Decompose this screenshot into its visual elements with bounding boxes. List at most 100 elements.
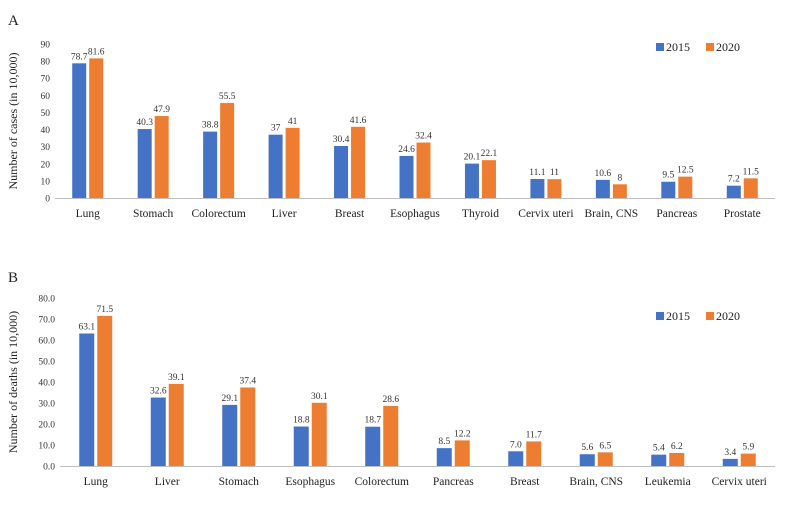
data-label: 12.2 — [454, 429, 471, 439]
y-tick-label: 70 — [41, 75, 51, 85]
bar-2015 — [334, 145, 349, 198]
data-label: 10.6 — [595, 169, 612, 179]
data-label: 38.8 — [202, 121, 219, 131]
bar-2015 — [268, 134, 283, 198]
category-label: Esophagus — [390, 208, 440, 220]
bar-2020 — [678, 176, 693, 198]
category-label: Prostate — [724, 208, 761, 220]
bar-2020 — [740, 453, 756, 466]
bar-2020 — [89, 58, 104, 198]
data-label: 24.6 — [398, 145, 415, 155]
data-label: 11.5 — [743, 167, 760, 177]
data-label: 8 — [617, 173, 622, 183]
y-tick-label: 50.0 — [38, 358, 55, 368]
bar-2015 — [137, 129, 152, 198]
data-label: 41.6 — [350, 116, 367, 126]
legend-swatch-2015 — [656, 43, 664, 51]
y-tick-label: 80.0 — [38, 295, 55, 305]
category-label: Brain, CNS — [569, 476, 623, 488]
panel-b-deaths-chart: B Number of deaths (in 10,000) 0.0 10.0 20.0… — [6, 270, 775, 488]
data-label: 5.9 — [742, 443, 754, 453]
panel-a-cases-chart: A Number of cases (in 10,000) 0 10 20 30 40 50 6… — [6, 13, 775, 220]
data-label: 32.4 — [415, 132, 432, 142]
category-label: Colorectum — [191, 208, 245, 220]
data-label: 41 — [288, 117, 298, 127]
y-tick-label: 30.0 — [38, 400, 55, 410]
category-label: Colorectum — [355, 476, 409, 488]
data-label: 47.9 — [153, 105, 170, 115]
category-label: Thyroid — [462, 208, 499, 220]
data-label: 40.3 — [136, 118, 153, 128]
category-label: Pancreas — [433, 476, 474, 488]
category-label: Brain, CNS — [585, 208, 639, 220]
y-axis-title: Number of deaths (in 10,000) — [6, 311, 20, 453]
bar-2020 — [220, 103, 235, 198]
category-label: Esophagus — [285, 476, 335, 488]
bar-2015 — [651, 454, 667, 466]
data-label: 55.5 — [219, 92, 236, 102]
bar-2020 — [168, 383, 184, 466]
data-label: 30.4 — [333, 135, 350, 145]
legend: 2015 2020 — [656, 309, 740, 323]
bar-2020 — [383, 405, 399, 466]
bar-2015 — [72, 63, 87, 198]
data-label: 78.7 — [71, 52, 88, 62]
data-label: 5.4 — [653, 444, 665, 454]
bar-2015 — [464, 163, 479, 198]
bar-2020 — [454, 440, 470, 466]
bar-2020 — [481, 160, 496, 198]
legend-label: 2020 — [716, 309, 740, 323]
data-label: 37 — [271, 124, 281, 134]
bar-2015 — [595, 179, 610, 198]
y-tick-label: 0 — [45, 195, 50, 205]
bar-2015 — [365, 426, 381, 466]
bar-2020 — [154, 116, 169, 198]
legend-swatch-2020 — [706, 43, 714, 51]
data-label: 18.8 — [293, 416, 310, 426]
y-tick-label: 50 — [41, 109, 51, 119]
data-label: 7.2 — [728, 175, 740, 185]
data-label: 81.6 — [88, 47, 105, 57]
data-label: 28.6 — [382, 395, 399, 405]
legend-swatch-2015 — [656, 312, 664, 320]
y-tick-label: 20.0 — [38, 421, 55, 431]
data-label: 63.1 — [78, 322, 95, 332]
panel-label: A — [8, 13, 19, 29]
data-label: 6.2 — [671, 442, 683, 452]
data-label: 22.1 — [481, 149, 498, 159]
category-label: Breast — [335, 208, 365, 220]
y-tick-label: 10.0 — [38, 442, 55, 452]
y-axis-title: Number of cases (in 10,000) — [6, 53, 20, 190]
bar-2020 — [597, 452, 613, 466]
panel-label: B — [8, 270, 18, 286]
legend-label: 2015 — [666, 40, 690, 54]
category-label: Liver — [155, 476, 180, 488]
data-label: 5.6 — [581, 443, 593, 453]
category-label: Cervix uteri — [712, 476, 767, 488]
bar-2020 — [416, 142, 431, 198]
legend-label: 2020 — [716, 40, 740, 54]
category-label: Leukemia — [645, 476, 691, 488]
bar-2015 — [150, 397, 166, 466]
category-label: Pancreas — [656, 208, 697, 220]
data-label: 32.6 — [150, 387, 167, 397]
bar-2020 — [351, 126, 366, 198]
y-tick-label: 20 — [41, 160, 51, 170]
data-label: 18.7 — [364, 416, 381, 426]
bar-2020 — [612, 184, 627, 198]
bar-2015 — [436, 448, 452, 466]
bar-2020 — [97, 315, 113, 466]
bar-2020 — [240, 387, 256, 466]
y-tick-label: 90 — [41, 41, 51, 51]
data-label: 12.5 — [677, 166, 694, 176]
bar-2015 — [661, 181, 676, 198]
bar-2015 — [293, 426, 309, 466]
legend-label: 2015 — [666, 309, 690, 323]
legend-swatch-2020 — [706, 312, 714, 320]
data-label: 30.1 — [311, 392, 328, 402]
data-label: 71.5 — [96, 305, 113, 315]
y-tick-label: 40 — [41, 126, 51, 136]
category-label: Lung — [84, 476, 109, 488]
data-label: 29.1 — [221, 394, 238, 404]
